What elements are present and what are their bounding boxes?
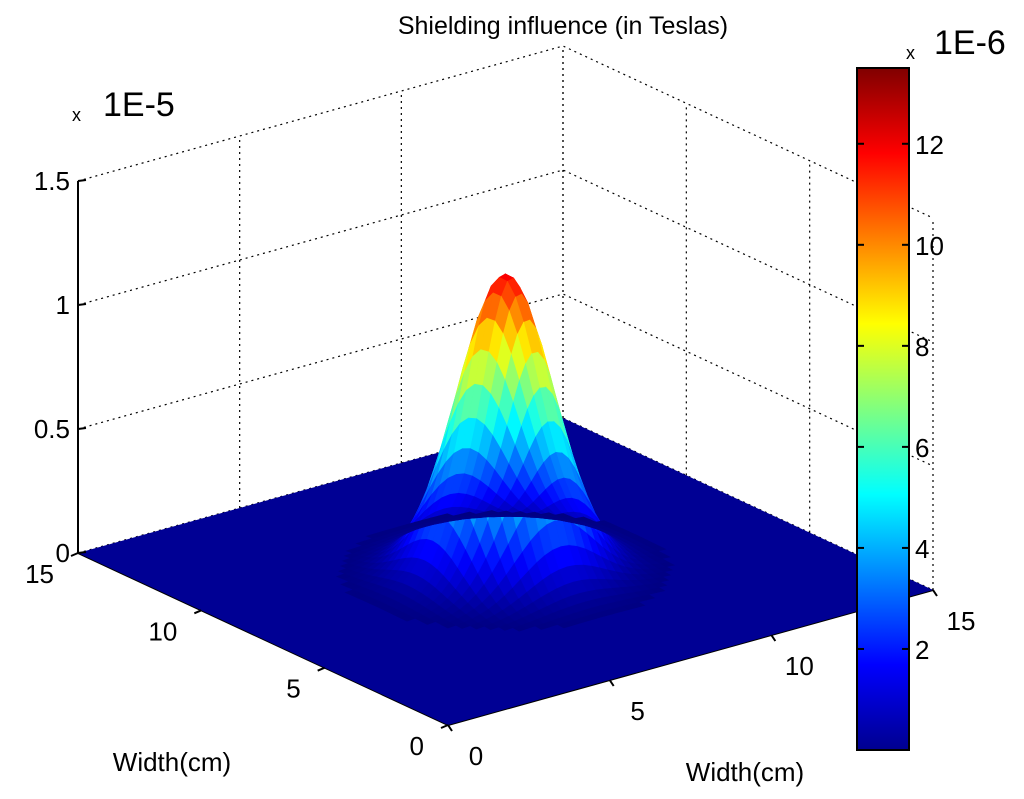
z-tick-label: 1: [56, 290, 70, 320]
surface-patch: [460, 511, 477, 517]
x-axis-title: Width(cm): [113, 747, 231, 777]
grid-line-z: [77, 45, 934, 219]
grid-line-z: [77, 293, 934, 467]
colorbar-tick-label: 8: [915, 332, 929, 362]
y-tick-label: 5: [286, 674, 300, 704]
surface-patch: [594, 520, 612, 526]
surface-patch: [512, 511, 528, 516]
xy-tick-labels: 0 5 10 15 0 5 10 15: [25, 559, 975, 771]
surface-patch: [574, 516, 591, 522]
z-tick-label: 0: [56, 538, 70, 568]
colorbar: [856, 67, 910, 751]
x-tick-label: 5: [630, 696, 644, 726]
x-tick-label: 15: [947, 606, 976, 636]
grid-line-z: [77, 169, 934, 343]
tick-marks: [70, 179, 938, 732]
surface-patch: [496, 510, 514, 515]
x-tick-label: 0: [469, 741, 483, 771]
x-tick-mark: [608, 679, 615, 687]
z-tick-mark: [77, 303, 87, 306]
x-tick-mark: [932, 589, 938, 597]
z-tick-mark: [77, 427, 87, 430]
y-tick-label: 10: [148, 616, 177, 646]
y-tick-mark: [193, 609, 202, 615]
y-tick-label: 0: [410, 731, 424, 761]
z-tick-mark: [77, 551, 87, 554]
colorbar-multiplier-glyph: x: [906, 43, 915, 63]
surface-patch: [438, 513, 455, 519]
colorbar-tick-label: 4: [915, 534, 929, 564]
z-multiplier-glyph: x: [72, 105, 81, 125]
x-tick-mark: [770, 634, 777, 642]
colorbar-multiplier-label: 1E-6: [934, 24, 1006, 62]
colorbar-tick-label: 6: [915, 433, 929, 463]
colorbar-tick-label: 10: [915, 231, 944, 261]
y-axis-title: Width(cm): [686, 757, 804, 787]
z-tick-labels: 0 0.5 1 1.5: [34, 166, 70, 568]
x-tick-mark: [447, 724, 453, 732]
colorbar-ticks: 2 4 6 8 10 12: [857, 130, 944, 665]
z-multiplier-label: 1E-5: [103, 86, 175, 124]
x-tick-label: 10: [785, 651, 814, 681]
chart-title: Shielding influence (in Teslas): [398, 12, 728, 40]
surface: [78, 273, 933, 725]
y-tick-mark: [440, 724, 449, 729]
z-tick-label: 1.5: [34, 166, 70, 196]
y-tick-mark: [70, 552, 79, 557]
surface-patch: [539, 512, 557, 517]
surface-patch: [553, 513, 571, 518]
surface-patch: [482, 510, 500, 515]
surface-patch: [526, 511, 542, 516]
colorbar-tick-label: 2: [915, 635, 929, 665]
y-tick-label: 15: [25, 559, 54, 589]
z-tick-mark: [77, 179, 87, 182]
z-tick-label: 0.5: [34, 414, 70, 444]
y-tick-mark: [317, 666, 326, 672]
colorbar-tick-label: 12: [915, 130, 944, 160]
